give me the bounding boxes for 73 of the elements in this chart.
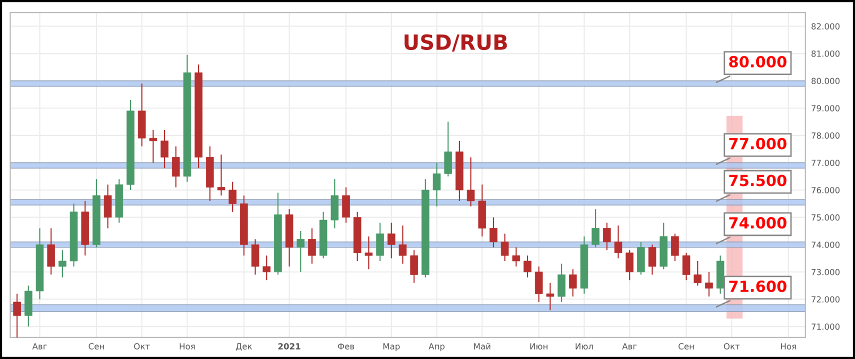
x-tick-label: Авг — [622, 343, 637, 350]
y-tick-label: 81.000 — [812, 50, 840, 57]
candlestick — [172, 146, 180, 188]
x-tick-label: 2021 — [278, 343, 300, 350]
candlestick — [568, 268, 577, 298]
x-tick-label: Дек — [236, 343, 252, 351]
x-tick-label: Фев — [338, 343, 354, 350]
candlestick — [149, 129, 158, 164]
candlestick — [546, 282, 554, 311]
candlestick — [398, 224, 407, 264]
y-tick-label: 82.000 — [812, 23, 840, 30]
candlestick — [387, 222, 396, 259]
candlestick — [308, 228, 316, 264]
candlestick — [558, 263, 566, 303]
x-tick-label: Май — [474, 343, 490, 350]
candlestick — [705, 271, 713, 298]
band-label: 71.600 — [729, 280, 786, 292]
candlestick — [500, 233, 509, 262]
y-tick-label: 71.000 — [812, 324, 840, 330]
candlestick — [228, 181, 236, 212]
candlestick — [524, 255, 532, 278]
candlestick — [376, 222, 384, 262]
candlestick — [534, 266, 543, 303]
band-label: 77.000 — [729, 138, 786, 150]
candlestick — [364, 236, 373, 270]
x-tick-label: Июл — [576, 343, 593, 350]
candlestick — [682, 252, 690, 281]
x-tick-label: Окт — [724, 343, 740, 350]
candlestick — [217, 154, 226, 196]
candlestick — [603, 222, 611, 251]
y-tick-label: 77.000 — [812, 160, 840, 166]
x-tick-label: Мар — [383, 343, 400, 352]
y-tick-label: 78.000 — [812, 132, 840, 139]
y-tick-label: 74.000 — [812, 242, 840, 248]
candlestick — [614, 224, 622, 259]
x-tick-label: Окт — [134, 343, 150, 350]
candlestick — [410, 250, 418, 284]
candlestick — [58, 250, 66, 278]
band-label: 80.000 — [729, 56, 786, 68]
y-tick-label: 76.000 — [812, 187, 840, 194]
candlestick — [648, 244, 656, 276]
candlestick — [432, 162, 441, 207]
x-tick-label: Ноя — [781, 343, 796, 350]
candlestick — [512, 246, 520, 268]
candlestick — [671, 233, 679, 262]
y-tick-label: 79.000 — [812, 105, 840, 112]
candlestick — [13, 293, 21, 338]
candlestick — [104, 184, 112, 229]
x-tick-label: Июн — [530, 343, 548, 350]
y-tick-label: 73.000 — [812, 268, 840, 276]
candlestick — [342, 186, 350, 224]
candlestick — [626, 250, 634, 281]
candlestick — [47, 228, 55, 276]
x-tick-label: Ноя — [180, 343, 195, 350]
band-label: 74.000 — [729, 217, 786, 229]
candlestick — [160, 129, 168, 169]
text: USD/RUB — [404, 34, 507, 52]
band-label: 75.500 — [729, 174, 786, 186]
y-tick-label: 75.000 — [812, 214, 840, 221]
candlestick — [466, 156, 475, 207]
candlestick — [694, 260, 702, 286]
candlestick — [262, 255, 271, 281]
candlestick — [251, 238, 260, 276]
x-tick-label: Авг — [32, 343, 47, 350]
x-tick-label: Сен — [678, 343, 694, 350]
x-tick-label: Сен — [88, 343, 104, 350]
candlestick — [592, 208, 600, 248]
candlestick — [444, 121, 452, 177]
candlestick — [296, 230, 305, 272]
y-tick-label: 72.000 — [812, 296, 840, 303]
candlestick — [490, 216, 498, 248]
y-tick-label: 80.000 — [812, 78, 840, 84]
x-tick-label: Апр — [428, 343, 445, 352]
